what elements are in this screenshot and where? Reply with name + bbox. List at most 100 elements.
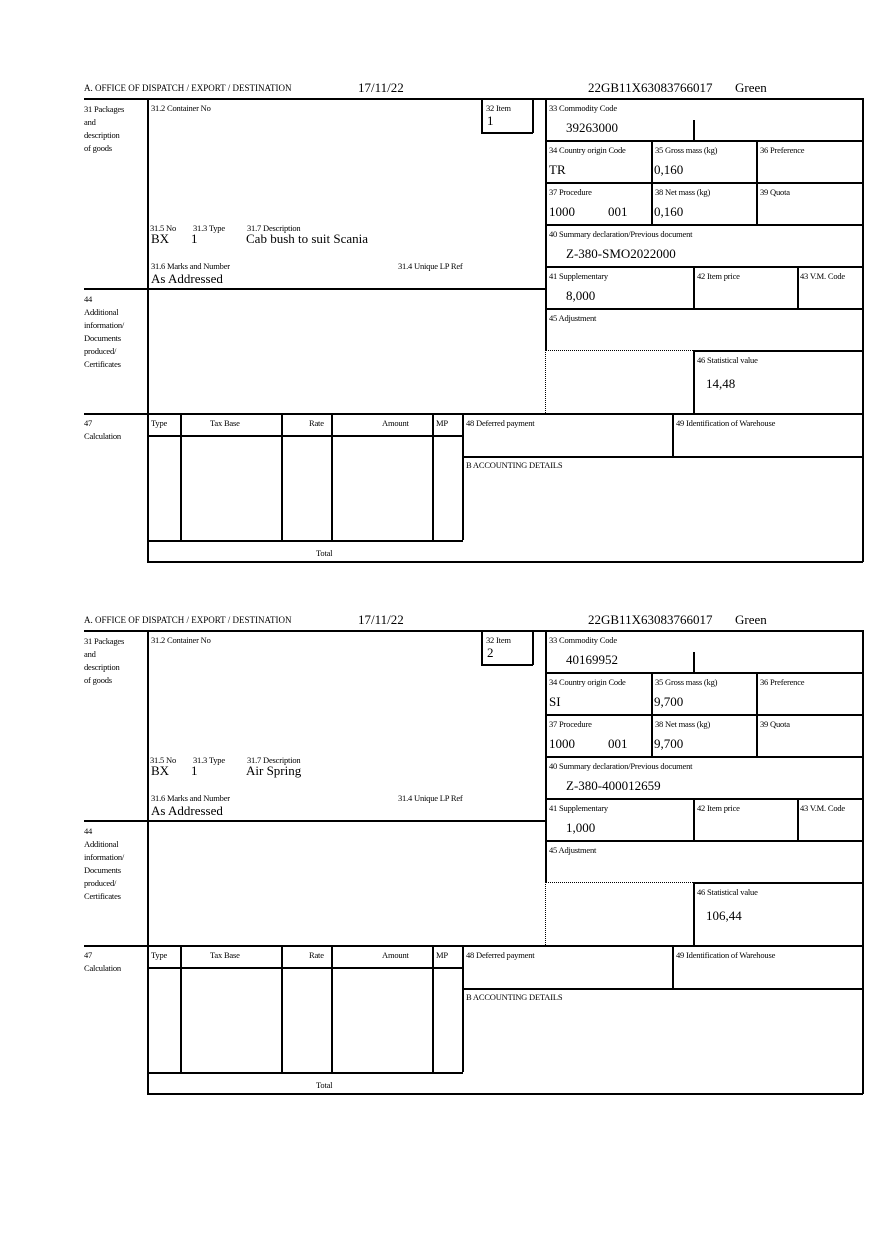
rule xyxy=(693,798,695,840)
rule xyxy=(481,132,533,134)
route-status: Green xyxy=(735,612,767,627)
marks-label: 31.6 Marks and Number xyxy=(151,261,230,271)
country-origin: SI xyxy=(549,694,561,709)
accounting-details-label: B ACCOUNTING DETAILS xyxy=(466,460,563,470)
rule xyxy=(432,945,434,1072)
calc-header-amount: Amount xyxy=(382,418,409,428)
statistical-value-label: 46 Statistical value xyxy=(697,355,758,365)
rule xyxy=(545,308,863,310)
calc-header-type: Type xyxy=(151,950,168,960)
commodity-code-label: 33 Commodity Code xyxy=(549,103,617,113)
rule xyxy=(693,350,863,352)
calc-header-rate: Rate xyxy=(309,950,324,960)
rule xyxy=(147,630,149,1094)
procedure-code: 1000 xyxy=(549,204,575,219)
rule xyxy=(462,988,863,990)
box44-label-line: information/ xyxy=(84,852,125,862)
unique-lp-ref-label: 31.4 Unique LP Ref xyxy=(398,261,463,271)
package-type-label: 31.3 Type xyxy=(193,755,225,765)
rule xyxy=(797,266,799,308)
description-label: 31.7 Description xyxy=(247,755,301,765)
dotted-rule xyxy=(545,350,693,351)
rule xyxy=(693,882,695,945)
office-heading: A. OFFICE OF DISPATCH / EXPORT / DESTINA… xyxy=(84,83,292,93)
rule xyxy=(481,100,483,133)
marks-value: As Addressed xyxy=(151,803,223,818)
statistical-value-label: 46 Statistical value xyxy=(697,887,758,897)
package-kind: BX xyxy=(151,231,170,246)
rule xyxy=(545,840,863,842)
country-origin-label: 34 Country origin Code xyxy=(549,677,626,687)
rule xyxy=(545,182,863,184)
item-label: 32 Item xyxy=(486,103,511,113)
box44-label-line: produced/ xyxy=(84,346,117,356)
goods-description: Cab bush to suit Scania xyxy=(246,231,369,246)
calc-header-type: Type xyxy=(151,418,168,428)
adjustment-label: 45 Adjustment xyxy=(549,845,597,855)
vm-code-label: 43 V.M. Code xyxy=(800,803,845,813)
description-label: 31.7 Description xyxy=(247,223,301,233)
rule xyxy=(281,945,283,1072)
rule xyxy=(545,224,863,226)
box31-label-line: description xyxy=(84,130,120,140)
previous-document-label: 40 Summary declaration/Previous document xyxy=(549,229,693,239)
warehouse-id-label: 49 Identification of Warehouse xyxy=(676,418,776,428)
box44-label-line: Additional xyxy=(84,307,119,317)
rule xyxy=(84,945,863,947)
date: 17/11/22 xyxy=(358,80,404,95)
package-count: 1 xyxy=(191,763,198,778)
item-label: 32 Item xyxy=(486,635,511,645)
rule xyxy=(147,540,463,542)
rule xyxy=(545,672,863,674)
box31-label: 31 Packages and description of goods xyxy=(84,635,124,687)
box44-label: 44 Additional information/Documents produce… xyxy=(84,293,124,371)
rule xyxy=(84,820,546,822)
box44-label-line: Documents xyxy=(84,333,121,343)
rule xyxy=(545,266,863,268)
box31-label-line: 31 Packages xyxy=(84,636,125,646)
rule xyxy=(147,98,149,562)
item-number: 2 xyxy=(487,645,494,660)
rule xyxy=(147,967,463,969)
warehouse-id-label: 49 Identification of Warehouse xyxy=(676,950,776,960)
calc-header-tax-base: Tax Base xyxy=(210,418,240,428)
rule xyxy=(862,630,864,1094)
rule xyxy=(462,945,464,1072)
net-mass-label: 38 Net mass (kg) xyxy=(655,719,711,729)
rule xyxy=(481,632,483,665)
marks-value: As Addressed xyxy=(151,271,223,286)
calc-header-rate: Rate xyxy=(309,418,324,428)
quota-label: 39 Quota xyxy=(760,187,790,197)
calc-header-mp: MP xyxy=(436,950,448,960)
box31-label-line: of goods xyxy=(84,143,112,153)
rule xyxy=(147,1072,463,1074)
box31-label: 31 Packages and description of goods xyxy=(84,103,124,155)
unique-lp-ref-label: 31.4 Unique LP Ref xyxy=(398,793,463,803)
deferred-payment-label: 48 Deferred payment xyxy=(466,418,535,428)
item-price-label: 42 Item price xyxy=(697,803,740,813)
package-no-label: 31.5 No xyxy=(150,223,176,233)
deferred-payment-label: 48 Deferred payment xyxy=(466,950,535,960)
rule xyxy=(84,98,863,100)
commodity-code: 39263000 xyxy=(566,120,618,135)
dotted-rule xyxy=(545,882,693,883)
box44-label-line: 44 xyxy=(84,826,93,836)
calc-header-amount: Amount xyxy=(382,950,409,960)
rule xyxy=(331,413,333,540)
calculation-label: 47 xyxy=(84,418,93,428)
country-origin-label: 34 Country origin Code xyxy=(549,145,626,155)
item-number: 1 xyxy=(487,113,494,128)
rule xyxy=(331,945,333,1072)
rule xyxy=(532,632,534,665)
goods-description: Air Spring xyxy=(246,763,302,778)
box31-label-line: of goods xyxy=(84,675,112,685)
container-no-label: 31.2 Container No xyxy=(151,103,211,113)
rule xyxy=(672,945,674,988)
rule xyxy=(462,456,863,458)
box44-label-line: Documents xyxy=(84,865,121,875)
rule xyxy=(545,140,863,142)
gross-mass: 9,700 xyxy=(654,694,684,709)
reference-number: 22GB11X63083766017 xyxy=(588,80,713,95)
calculation-label: Calculation xyxy=(84,963,121,973)
rule xyxy=(532,100,534,133)
